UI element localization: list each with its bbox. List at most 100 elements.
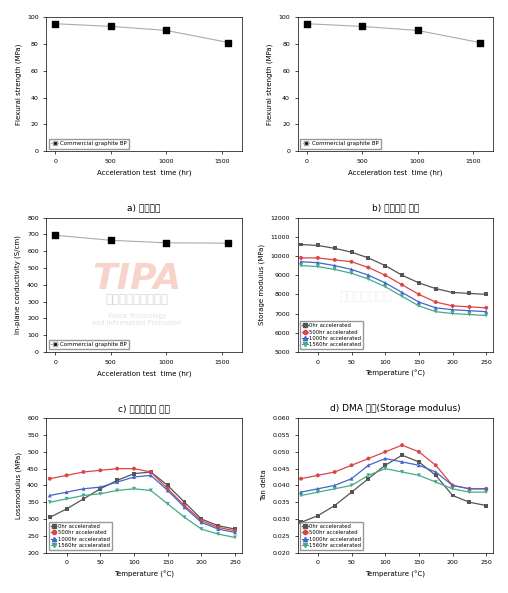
- Point: [162, 238, 170, 247]
- Point: [482, 307, 490, 317]
- Point: [314, 262, 322, 272]
- Point: [415, 297, 423, 307]
- Point: [147, 467, 155, 477]
- Y-axis label: Tan delta: Tan delta: [261, 470, 267, 501]
- Point: [449, 481, 457, 490]
- Point: [465, 306, 473, 315]
- Y-axis label: In-plane conductivity (S/cm): In-plane conductivity (S/cm): [15, 235, 21, 334]
- Point: [398, 288, 406, 297]
- Point: [331, 261, 339, 270]
- Point: [364, 454, 372, 463]
- Point: [482, 303, 490, 313]
- Point: [381, 278, 389, 288]
- Point: [297, 487, 305, 497]
- Point: [415, 289, 423, 299]
- Point: [415, 301, 423, 311]
- Point: [297, 253, 305, 263]
- Point: [314, 253, 322, 263]
- Legend: Commercial graphite BP: Commercial graphite BP: [49, 139, 130, 149]
- Point: [347, 264, 356, 274]
- Text: 기술정보진흥원: 기술정보진흥원: [339, 290, 392, 303]
- Point: [162, 25, 170, 35]
- Point: [180, 512, 188, 522]
- X-axis label: Temperature (°C): Temperature (°C): [365, 370, 425, 377]
- Point: [314, 484, 322, 493]
- Point: [231, 528, 239, 537]
- Point: [62, 487, 71, 497]
- Point: [449, 481, 457, 490]
- Point: [398, 467, 406, 477]
- Point: [46, 512, 54, 522]
- Point: [197, 524, 205, 534]
- Point: [449, 305, 457, 314]
- Legend: 0hr accelerated, 500hr accelerated, 1000hr accelerated, 1560hr accelerated: 0hr accelerated, 500hr accelerated, 1000…: [300, 522, 363, 550]
- Point: [97, 489, 105, 499]
- Point: [130, 472, 138, 482]
- Point: [465, 302, 473, 311]
- Point: [398, 270, 406, 280]
- Point: [297, 518, 305, 527]
- X-axis label: Acceleration test  time (hr): Acceleration test time (hr): [97, 370, 192, 377]
- X-axis label: Acceleration test  time (hr): Acceleration test time (hr): [348, 170, 442, 176]
- Point: [164, 484, 172, 493]
- Point: [62, 471, 71, 480]
- Point: [449, 309, 457, 318]
- Point: [180, 502, 188, 512]
- Point: [314, 487, 322, 497]
- Point: [130, 484, 138, 493]
- Point: [147, 486, 155, 495]
- Point: [432, 467, 440, 477]
- Legend: Commercial graphite BP: Commercial graphite BP: [300, 139, 380, 149]
- Point: [302, 19, 310, 28]
- Point: [97, 466, 105, 475]
- Y-axis label: Flexural strength (MPa): Flexural strength (MPa): [266, 43, 273, 125]
- Point: [364, 275, 372, 284]
- Point: [364, 270, 372, 280]
- Point: [432, 297, 440, 307]
- X-axis label: Temperature (°C): Temperature (°C): [365, 571, 425, 578]
- Point: [79, 494, 87, 503]
- Point: [79, 484, 87, 493]
- Point: [347, 461, 356, 470]
- Point: [381, 461, 389, 470]
- Point: [231, 524, 239, 534]
- Point: [482, 487, 490, 497]
- Point: [347, 247, 356, 257]
- Point: [482, 484, 490, 493]
- Point: [347, 487, 356, 497]
- Point: [107, 235, 115, 245]
- X-axis label: Temperature (°C): Temperature (°C): [114, 571, 174, 578]
- Text: c) 전기전도도 변화: c) 전기전도도 변화: [118, 404, 170, 413]
- Text: d) DMA 변화(Storage modulus): d) DMA 변화(Storage modulus): [330, 404, 461, 413]
- Point: [331, 255, 339, 264]
- Point: [415, 471, 423, 480]
- Point: [62, 504, 71, 514]
- Point: [79, 491, 87, 500]
- Point: [381, 261, 389, 270]
- Point: [364, 253, 372, 263]
- Point: [398, 457, 406, 467]
- Point: [475, 38, 484, 47]
- Point: [97, 484, 105, 493]
- Legend: 0hr accelerated, 500hr accelerated, 1000hr accelerated, 1560hr accelerated: 0hr accelerated, 500hr accelerated, 1000…: [49, 522, 112, 550]
- Point: [164, 486, 172, 495]
- Point: [180, 501, 188, 511]
- Point: [482, 311, 490, 320]
- Point: [113, 477, 121, 487]
- Point: [164, 499, 172, 509]
- Point: [297, 474, 305, 483]
- Point: [197, 518, 205, 527]
- Point: [398, 280, 406, 289]
- Legend: Commercial graphite BP: Commercial graphite BP: [49, 340, 130, 349]
- Point: [130, 464, 138, 473]
- Point: [147, 471, 155, 480]
- Point: [197, 514, 205, 524]
- Point: [97, 482, 105, 492]
- Point: [314, 511, 322, 521]
- Point: [347, 474, 356, 483]
- Y-axis label: Storage modulus (MPa): Storage modulus (MPa): [259, 244, 265, 326]
- Point: [331, 481, 339, 490]
- Point: [432, 284, 440, 294]
- Point: [51, 19, 59, 28]
- Point: [398, 441, 406, 450]
